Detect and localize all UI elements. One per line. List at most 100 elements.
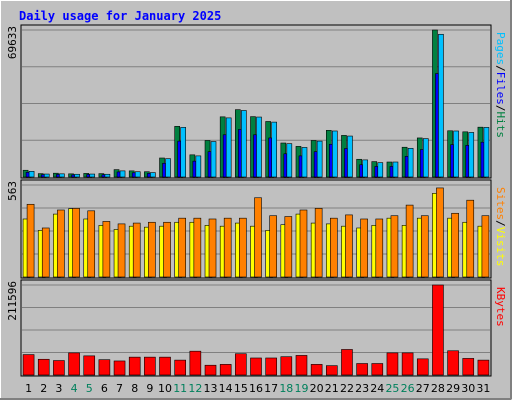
bar-kbytes-kbytes-day-20: KBytes 20: 25,000 xyxy=(310,364,323,376)
legend-hits: Pages/Files/Hits xyxy=(494,32,507,138)
bar-kbytes-kbytes-day-26: KBytes 26: 52,000 xyxy=(401,352,414,376)
chart-title: Daily usage for January 2025 xyxy=(19,9,221,23)
bar-hits-pages-day-27: Pages 27: 18,200 xyxy=(422,138,429,178)
bar-visits-sites-day-10: Sites 10: 335 xyxy=(163,221,171,278)
bar-hits-pages-day-9: Pages 9: 2,100 xyxy=(150,172,156,178)
x-tick-label-16: 16 xyxy=(249,382,263,395)
bar-visits-sites-day-12: Sites 12: 360 xyxy=(193,217,202,278)
bar-visits-sites-day-17: Sites 17: 375 xyxy=(269,215,277,278)
bar-hits-pages-day-15: Pages 15: 31,500 xyxy=(241,110,247,178)
x-tick-label-17: 17 xyxy=(264,382,278,395)
bar-hits-pages-day-10: Pages 10: 8,700 xyxy=(165,158,171,178)
bar-visits-sites-day-25: Sites 25: 375 xyxy=(390,215,399,278)
bar-hits-pages-day-31: Pages 31: 23,500 xyxy=(483,127,490,178)
legend-part-visits-2: Visits xyxy=(494,227,507,267)
x-tick-label-18: 18 xyxy=(279,382,293,395)
x-tick-label-15: 15 xyxy=(234,382,248,395)
panel-visits: 563Visits 1: 355Visits 2: 285Visits 3: 3… xyxy=(6,179,507,279)
legend-part-hits-2: Files xyxy=(494,72,507,105)
bar-kbytes-kbytes-day-7: KBytes 7: 33,000 xyxy=(113,360,126,376)
bar-visits-sites-day-23: Sites 23: 355 xyxy=(360,218,368,278)
x-tick-label-30: 30 xyxy=(461,382,475,395)
bar-visits-sites-day-22: Sites 22: 380 xyxy=(345,214,353,278)
bar-visits-sites-day-2: Sites 2: 300 xyxy=(41,227,50,278)
bar-hits-pages-day-17: Pages 17: 26,000 xyxy=(271,121,277,178)
x-tick-label-11: 11 xyxy=(173,382,187,395)
bar-visits-sites-day-6: Sites 6: 340 xyxy=(102,221,111,278)
bar-visits-sites-day-31: Sites 31: 375 xyxy=(481,215,490,278)
bar-visits-sites-day-9: Sites 9: 335 xyxy=(148,221,156,278)
bar-kbytes-kbytes-day-4: KBytes 4: 52,000 xyxy=(68,352,80,376)
bar-hits-pages-day-2: Pages 2: 1,400 xyxy=(43,173,50,178)
bar-hits-pages-day-23: Pages 23: 8,100 xyxy=(362,159,368,178)
bar-visits-sites-day-19: Sites 19: 410 xyxy=(299,209,308,278)
x-tick-label-20: 20 xyxy=(310,382,324,395)
bar-hits-pages-day-30: Pages 30: 21,100 xyxy=(468,132,475,178)
bar-kbytes-kbytes-day-29: KBytes 29: 57,000 xyxy=(447,350,459,376)
bar-kbytes-kbytes-day-12: KBytes 12: 56,000 xyxy=(189,350,202,376)
bar-visits-sites-day-3: Sites 3: 410 xyxy=(57,209,65,278)
bar-hits-pages-day-25: Pages 25: 7,100 xyxy=(392,161,399,178)
x-tick-label-28: 28 xyxy=(431,382,445,395)
bar-hits-pages-day-21: Pages 21: 21,800 xyxy=(332,130,338,178)
bar-hits-pages-day-18: Pages 18: 15,800 xyxy=(286,143,293,178)
bar-visits-sites-day-8: Sites 8: 330 xyxy=(132,222,141,278)
bar-hits-pages-day-5: Pages 5: 1,400 xyxy=(89,173,96,178)
bar-kbytes-kbytes-day-2: KBytes 2: 37,000 xyxy=(37,358,50,376)
bar-kbytes-kbytes-day-1: KBytes 1: 48,000 xyxy=(22,354,35,376)
legend-part-kbytes-0: KBytes xyxy=(494,287,507,327)
x-tick-label-22: 22 xyxy=(340,382,354,395)
x-tick-label-9: 9 xyxy=(146,382,153,395)
bar-hits-pages-day-1: Pages 1: 2,700 xyxy=(28,171,35,178)
bar-visits-sites-day-4: Sites 4: 420 xyxy=(72,208,80,278)
bar-kbytes-kbytes-day-11: KBytes 11: 35,000 xyxy=(174,359,186,376)
bar-visits-sites-day-24: Sites 24: 355 xyxy=(375,218,384,278)
bar-kbytes-kbytes-day-17: KBytes 17: 40,000 xyxy=(265,357,277,376)
x-tick-label-23: 23 xyxy=(355,382,369,395)
bar-kbytes-kbytes-day-13: KBytes 13: 23,000 xyxy=(204,364,217,376)
x-tick-label-14: 14 xyxy=(219,382,233,395)
bar-hits-pages-day-16: Pages 16: 28,400 xyxy=(256,116,262,178)
bar-hits-pages-day-14: Pages 14: 28,000 xyxy=(225,117,232,178)
bar-kbytes-kbytes-day-24: KBytes 24: 27,000 xyxy=(371,363,384,376)
bar-kbytes-kbytes-day-28: KBytes 28: 211,596 xyxy=(432,284,444,376)
legend-kbytes: KBytes xyxy=(494,287,507,327)
legend-part-visits-1: / xyxy=(494,220,507,227)
bar-visits-sites-day-7: Sites 7: 325 xyxy=(117,223,126,278)
x-tick-label-8: 8 xyxy=(131,382,138,395)
bar-hits-pages-day-4: Pages 4: 1,300 xyxy=(74,173,80,178)
bar-visits-sites-day-27: Sites 27: 375 xyxy=(420,215,429,278)
x-tick-label-4: 4 xyxy=(71,382,78,395)
bar-hits-pages-day-20: Pages 20: 17,000 xyxy=(316,140,323,178)
bar-hits-pages-day-13: Pages 13: 16,800 xyxy=(210,141,217,178)
legend-part-visits-0: Sites xyxy=(494,187,507,220)
chart-panels: 69633Hits 1: 3,200Hits 2: 1,600Hits 3: 1… xyxy=(6,24,507,377)
bar-hits-pages-day-11: Pages 11: 23,500 xyxy=(180,127,186,178)
bar-visits-sites-day-18: Sites 18: 370 xyxy=(284,216,293,278)
bar-hits-pages-day-22: Pages 22: 19,400 xyxy=(347,135,353,178)
x-tick-label-26: 26 xyxy=(401,382,415,395)
bar-kbytes-kbytes-day-27: KBytes 27: 38,000 xyxy=(416,358,429,376)
x-tick-label-2: 2 xyxy=(40,382,47,395)
bar-kbytes-kbytes-day-31: KBytes 31: 35,000 xyxy=(477,359,490,376)
bar-kbytes-kbytes-day-19: KBytes 19: 46,000 xyxy=(295,355,308,376)
bar-visits-sites-day-11: Sites 11: 360 xyxy=(178,217,186,278)
bar-visits-sites-day-29: Sites 29: 390 xyxy=(451,212,459,278)
x-tick-label-27: 27 xyxy=(416,382,430,395)
bar-hits-pages-day-28: Pages 28: 67,600 xyxy=(438,33,444,178)
x-tick-label-7: 7 xyxy=(116,382,123,395)
bar-hits-pages-day-7: Pages 7: 2,900 xyxy=(119,170,126,178)
bar-visits-sites-day-21: Sites 21: 360 xyxy=(330,217,338,278)
bar-hits-pages-day-12: Pages 12: 10,000 xyxy=(195,155,202,178)
legend-visits: Sites/Visits xyxy=(494,187,507,267)
x-tick-label-3: 3 xyxy=(55,382,62,395)
bar-visits-sites-day-28: Sites 28: 545 xyxy=(436,187,444,278)
legend-part-hits-1: / xyxy=(494,65,507,72)
bar-visits-sites-day-26: Sites 26: 440 xyxy=(405,204,414,278)
x-tick-label-29: 29 xyxy=(446,382,460,395)
bar-kbytes-kbytes-day-6: KBytes 6: 36,000 xyxy=(98,359,111,376)
bar-kbytes-kbytes-day-9: KBytes 9: 42,000 xyxy=(144,356,156,376)
bar-hits-pages-day-19: Pages 19: 14,000 xyxy=(301,147,308,178)
